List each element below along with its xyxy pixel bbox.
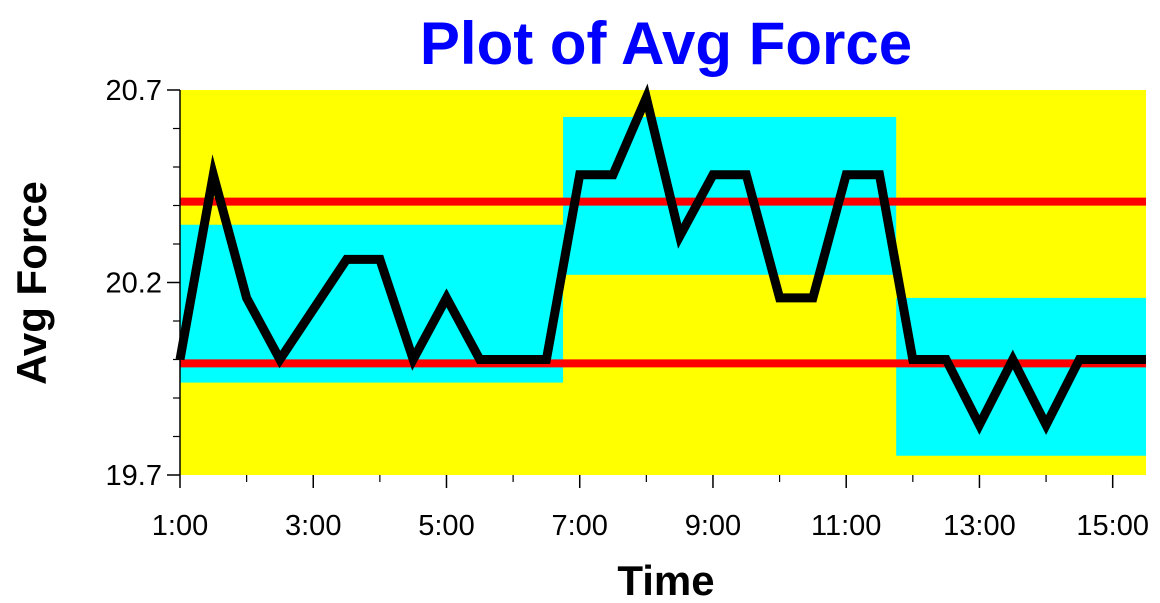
series-line-1	[175, 83, 1146, 435]
x-tick-label: 7:00	[551, 510, 607, 542]
x-tick-label: 5:00	[418, 510, 474, 542]
y-tick-label: 19.7	[106, 460, 162, 492]
x-tick-label: 1:00	[152, 510, 208, 542]
x-tick-label: 11:00	[811, 510, 881, 542]
chart-title: Plot of Avg Force	[420, 10, 912, 77]
x-tick-label: 3:00	[285, 510, 341, 542]
x-tick-label: 9:00	[685, 510, 741, 542]
y-tick-label: 20.2	[106, 268, 162, 300]
axes: 19.7 20.2 20.7 1:00 3:00 5:00 7:00 9:00 11:00 13:…	[106, 75, 1149, 542]
y-tick-label: 20.7	[106, 75, 162, 107]
x-tick-label: 15:00	[1076, 510, 1149, 542]
y-axis-label: Avg Force	[8, 181, 55, 385]
x-tick-label: 13:00	[943, 510, 1016, 542]
shaded-segment-2	[563, 116, 897, 275]
series-layer	[175, 83, 1147, 435]
control-limits	[180, 197, 1146, 368]
x-axis-label: Time	[617, 557, 714, 603]
